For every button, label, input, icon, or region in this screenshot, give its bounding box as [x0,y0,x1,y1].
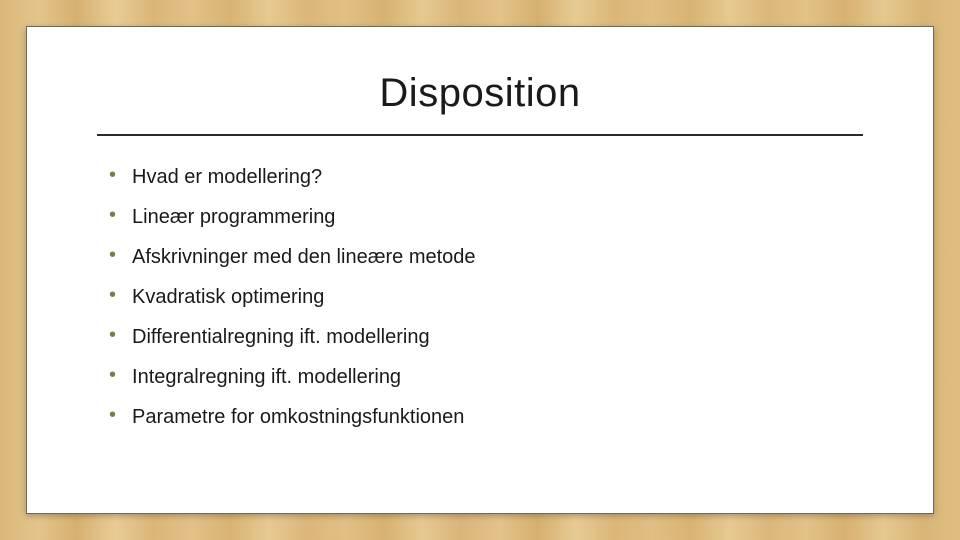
bullet-icon: • [109,404,116,426]
bullet-icon: • [109,204,116,226]
list-item: • Differentialregning ift. modellering [109,324,863,350]
bullet-text: Afskrivninger med den lineære metode [132,244,476,270]
bullet-icon: • [109,284,116,306]
slide-title: Disposition [97,71,863,116]
list-item: • Afskrivninger med den lineære metode [109,244,863,270]
bullet-text: Differentialregning ift. modellering [132,324,430,350]
list-item: • Integralregning ift. modellering [109,364,863,390]
bullet-icon: • [109,324,116,346]
list-item: • Kvadratisk optimering [109,284,863,310]
bullet-text: Hvad er modellering? [132,164,322,190]
bullet-list: • Hvad er modellering? • Lineær programm… [97,164,863,430]
title-underline [97,134,863,136]
bullet-text: Parametre for omkostningsfunktionen [132,404,464,430]
list-item: • Parametre for omkostningsfunktionen [109,404,863,430]
bullet-text: Integralregning ift. modellering [132,364,401,390]
bullet-icon: • [109,244,116,266]
list-item: • Lineær programmering [109,204,863,230]
list-item: • Hvad er modellering? [109,164,863,190]
slide-card: Disposition • Hvad er modellering? • Lin… [26,26,934,514]
bullet-text: Kvadratisk optimering [132,284,324,310]
bullet-icon: • [109,364,116,386]
bullet-text: Lineær programmering [132,204,335,230]
bullet-icon: • [109,164,116,186]
